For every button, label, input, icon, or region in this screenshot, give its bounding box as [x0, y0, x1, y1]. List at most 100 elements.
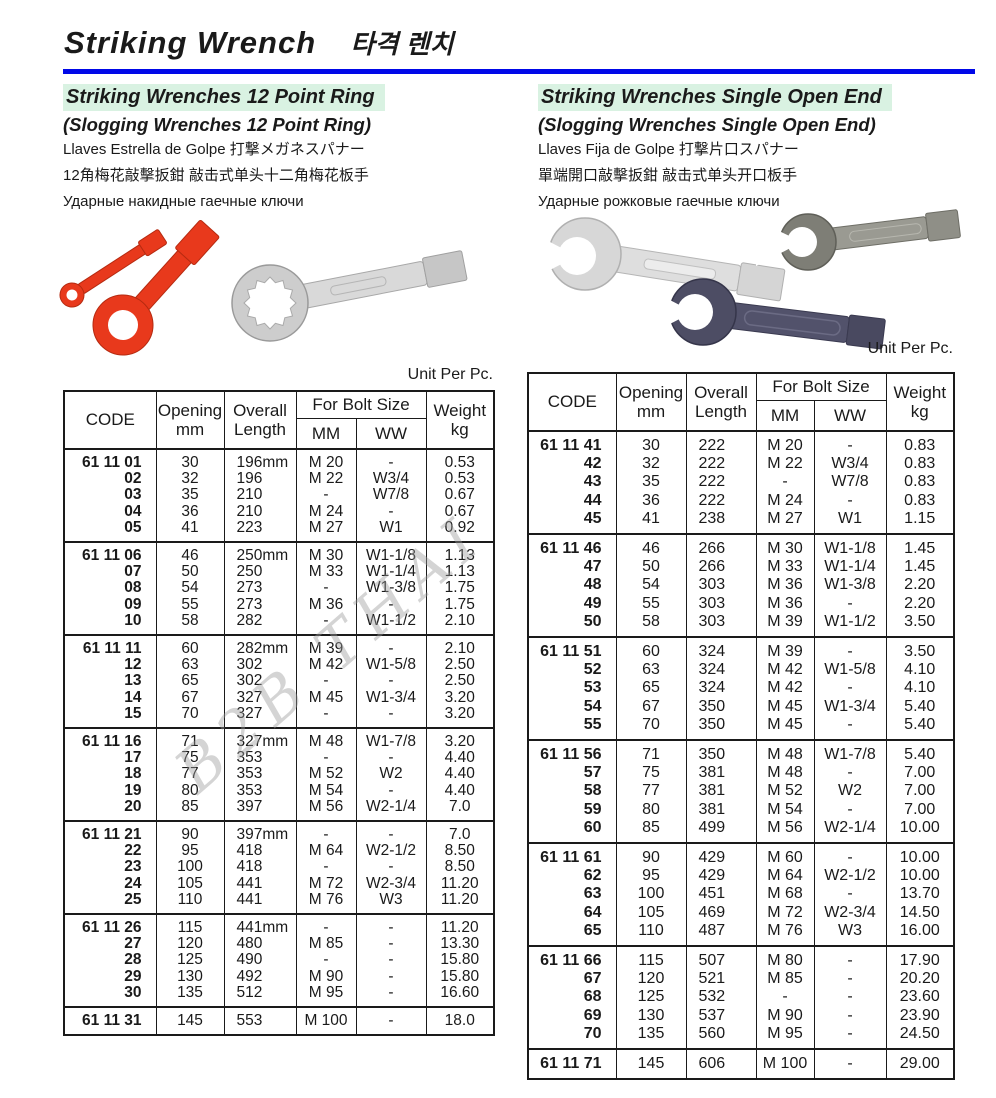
cell-ww: W1-7/8	[813, 739, 887, 765]
table-row: 03 35 210- W7/8 0.67	[63, 487, 495, 504]
table-row: 14 67 327 M 45 W1-3/4 3.20	[63, 689, 495, 706]
cell-weight: 1.75	[425, 596, 495, 613]
table-row: 23 100 418- -8.50	[63, 859, 495, 876]
cell-weight: 16.00	[885, 921, 955, 947]
cell-opening: 125	[155, 952, 225, 969]
cell-opening: 70	[155, 705, 225, 729]
cell-opening: 41	[615, 509, 687, 535]
section-single-open-end: Striking Wrenches Single Open End (Slogg…	[538, 84, 983, 219]
cell-mm: M 33	[755, 558, 815, 577]
header-code: CODE	[63, 391, 157, 449]
cell-ww: W1	[813, 509, 887, 535]
table-row: 61 11 61 90 429 M 60-10.00	[527, 842, 955, 868]
cell-opening: 90	[615, 842, 687, 868]
cell-mm: -	[295, 705, 357, 729]
cell-opening: 67	[615, 697, 687, 716]
cell-mm: M 45	[755, 715, 815, 741]
cell-ww: -	[813, 1006, 887, 1025]
cell-weight: 7.0	[425, 820, 495, 844]
cell-length: 210	[223, 503, 297, 520]
cell-code: 28	[63, 952, 157, 969]
cell-length: 490	[223, 952, 297, 969]
cell-code: 45	[527, 509, 617, 535]
section-line-spanish-japanese: Llaves Fija de Golpe 打撃片口スパナー	[538, 141, 799, 159]
cell-length: 429	[685, 842, 757, 868]
header-mm: MM	[755, 400, 815, 431]
cell-code: 61 11 51	[527, 636, 617, 662]
cell-length: 381	[685, 800, 757, 819]
cell-mm: M 48	[755, 764, 815, 783]
cell-code: 22	[63, 843, 157, 860]
cell-ww: -	[355, 673, 427, 690]
cell-code: 13	[63, 673, 157, 690]
cell-opening: 100	[155, 859, 225, 876]
cell-code: 60	[527, 818, 617, 844]
cell-length: 469	[685, 903, 757, 922]
cell-length: 350	[685, 715, 757, 741]
cell-weight: 23.90	[885, 1006, 955, 1025]
ring-wrench-spec-table: CODE Opening mm Overall Length For Bolt …	[63, 390, 495, 1037]
cell-length: 302	[223, 673, 297, 690]
cell-code: 61 11 71	[527, 1048, 617, 1080]
cell-length: 560	[685, 1024, 757, 1050]
cell-code: 23	[63, 859, 157, 876]
cell-weight: 2.10	[425, 634, 495, 658]
cell-opening: 105	[155, 875, 225, 892]
header-code: CODE	[527, 373, 617, 431]
cell-opening: 71	[155, 727, 225, 751]
cell-code: 10	[63, 612, 157, 636]
cell-code: 62	[527, 867, 617, 886]
cell-code: 44	[527, 491, 617, 510]
cell-length: 250	[223, 564, 297, 581]
cell-opening: 130	[615, 1006, 687, 1025]
cell-ww: -	[813, 842, 887, 868]
cell-mm: -	[295, 612, 357, 636]
cell-length: 327	[223, 689, 297, 706]
cell-length: 250mm	[223, 541, 297, 565]
cell-opening: 35	[615, 473, 687, 492]
cell-ww: W1-1/8	[813, 533, 887, 559]
table-row: 62 95 429 M 64 W2-1/2 10.00	[527, 867, 955, 886]
cell-opening: 71	[615, 739, 687, 765]
cell-opening: 54	[155, 580, 225, 597]
cell-code: 61 11 56	[527, 739, 617, 765]
cell-mm: -	[295, 580, 357, 597]
cell-mm: M 30	[295, 541, 357, 565]
cell-mm: M 20	[755, 429, 815, 456]
table-row: 27 120 480 M 85-13.30	[63, 936, 495, 953]
cell-ww: W7/8	[355, 487, 427, 504]
cell-opening: 70	[615, 715, 687, 741]
cell-length: 441	[223, 875, 297, 892]
cell-opening: 95	[615, 867, 687, 886]
cell-ww: -	[355, 447, 427, 472]
cell-mm: M 20	[295, 447, 357, 472]
cell-weight: 0.83	[885, 429, 955, 456]
cell-opening: 63	[155, 657, 225, 674]
cell-length: 350	[685, 697, 757, 716]
ring-wrenches-photo	[45, 218, 490, 368]
navy-open-end-wrench-icon	[639, 278, 886, 350]
cell-code: 70	[527, 1024, 617, 1050]
cell-ww: W1-7/8	[355, 727, 427, 751]
cell-length: 606	[685, 1048, 757, 1080]
cell-length: 553	[223, 1006, 297, 1036]
cell-length: 273	[223, 596, 297, 613]
table-row: 28 125 490- -15.80	[63, 952, 495, 969]
cell-weight: 10.00	[885, 842, 955, 868]
cell-mm: M 95	[755, 1024, 815, 1050]
ring-wrenches-image	[59, 220, 468, 356]
cell-code: 27	[63, 936, 157, 953]
cell-length: 303	[685, 594, 757, 613]
cell-mm: M 39	[755, 636, 815, 662]
cell-opening: 35	[155, 487, 225, 504]
cell-length: 507	[685, 945, 757, 971]
cell-ww: W1-5/8	[813, 661, 887, 680]
cell-code: 53	[527, 679, 617, 698]
cell-weight: 0.67	[425, 503, 495, 520]
cell-opening: 63	[615, 661, 687, 680]
table-row: 61 11 51 60 324 M 39-3.50	[527, 636, 955, 662]
cell-ww: -	[813, 885, 887, 904]
section-line-chinese: 單端開口敲擊扳鉗 敲击式单头开口板手	[538, 167, 798, 185]
table-row: 57 75 381 M 48-7.00	[527, 764, 955, 783]
cell-code: 15	[63, 705, 157, 729]
